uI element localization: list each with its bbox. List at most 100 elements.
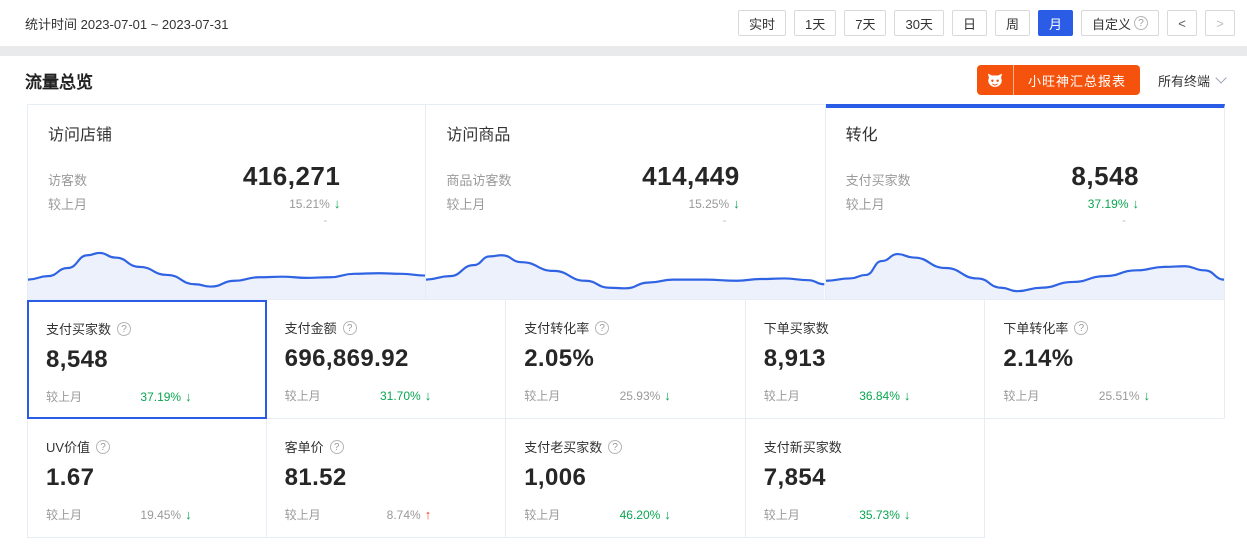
change-indicator: 25.93% ↓: [619, 388, 671, 403]
compare-sub-value: -: [1122, 213, 1126, 227]
card-visit-product[interactable]: 访问商品 商品访客数 414,449 较上月 15.25% ↓ -: [426, 104, 826, 300]
summary-report-button[interactable]: 小旺神汇总报表: [976, 65, 1140, 95]
custom-range-label: 自定义: [1091, 16, 1131, 32]
compare-label: 较上月: [763, 389, 800, 403]
change-indicator: 15.25% ↓: [688, 196, 740, 211]
terminal-selector-label: 所有终端: [1157, 73, 1210, 89]
change-indicator: 19.45% ↓: [140, 507, 192, 522]
sparkline-chart: [825, 252, 1224, 299]
empty-cell: [985, 419, 1225, 538]
tile-order-conversion-rate[interactable]: 下单转化率 ? 2.14% 较上月 25.51% ↓: [985, 300, 1225, 419]
compare-label: 较上月: [284, 389, 321, 403]
stat-time-range: 统计时间 2023-07-01 ~ 2023-07-31: [25, 16, 229, 32]
metric-value: 8,548: [1071, 161, 1139, 191]
tile-label: 下单买家数: [763, 321, 829, 336]
tile-pay-conversion-rate[interactable]: 支付转化率 ? 2.05% 较上月 25.93% ↓: [506, 300, 746, 419]
tile-label: 支付老买家数: [524, 440, 603, 455]
info-icon[interactable]: ?: [608, 439, 623, 454]
change-indicator: 37.19% ↓: [140, 389, 192, 404]
tile-value: 8,548: [46, 346, 109, 373]
change-indicator: 37.19% ↓: [1087, 196, 1139, 211]
tile-value: 7,854: [763, 464, 826, 491]
date-range-header: 统计时间 2023-07-01 ~ 2023-07-31 实时 1天 7天 30…: [0, 0, 1247, 46]
tile-label: 支付买家数: [46, 322, 112, 337]
tile-pay-buyers[interactable]: 支付买家数 ? 8,548 较上月 37.19% ↓: [27, 300, 267, 419]
tile-value: 8,913: [763, 345, 826, 372]
question-circle-icon: ?: [1134, 16, 1148, 30]
sparkline-chart: [28, 251, 426, 299]
metric-tiles-grid: 支付买家数 ? 8,548 较上月 37.19% ↓ 支付金额 ? 696,869…: [27, 300, 1225, 538]
tile-pay-new-buyers[interactable]: 支付新买家数 ? 7,854 较上月 35.73%↓: [745, 419, 986, 538]
tile-avg-order-value[interactable]: 客单价 ? 81.52 较上月 8.74% ↑: [266, 419, 507, 538]
tile-label: 下单转化率: [1003, 321, 1069, 336]
compare-label: 较上月: [1003, 389, 1040, 403]
compare-label: 较上月: [763, 508, 800, 522]
tile-pay-old-buyers[interactable]: 支付老买家数 ? 1,006 较上月 46.20% ↓: [506, 419, 746, 538]
tile-value: 81.52: [284, 464, 347, 491]
time-range-button-realtime[interactable]: 实时: [737, 10, 786, 36]
compare-sub-value: -: [323, 213, 328, 227]
info-icon[interactable]: ?: [96, 439, 111, 454]
compare-label: 较上月: [284, 508, 321, 522]
tile-order-buyers[interactable]: 下单买家数 ? 8,913 较上月 36.84%↓: [745, 300, 986, 419]
terminal-selector[interactable]: 所有终端: [1157, 71, 1227, 90]
tile-label: 客单价: [284, 440, 324, 455]
page-title: 流量总览: [25, 72, 93, 92]
card-visit-shop[interactable]: 访问店铺 访客数 416,271 较上月 15.21% ↓ -: [27, 104, 427, 300]
tile-uv-value[interactable]: UV价值 ? 1.67 较上月 19.45% ↓: [27, 419, 267, 538]
tile-label: 支付转化率: [524, 321, 590, 336]
compare-label: 较上月: [446, 197, 486, 212]
tile-value: 1.67: [46, 464, 95, 491]
compare-sub-value: -: [722, 213, 727, 227]
sparkline-chart: [426, 254, 825, 299]
change-indicator: 31.70% ↓: [379, 388, 432, 403]
info-icon[interactable]: ?: [342, 320, 357, 335]
compare-label: 较上月: [845, 197, 885, 212]
summary-report-label: 小旺神汇总报表: [1027, 73, 1126, 89]
chevron-down-icon: [1215, 72, 1227, 84]
compare-label: 较上月: [524, 389, 561, 403]
time-range-button-month[interactable]: 月: [1037, 10, 1073, 36]
change-indicator: 36.84% ↓: [859, 388, 911, 403]
metric-label: 商品访客数: [446, 173, 512, 188]
change-indicator: 46.20% ↓: [619, 507, 671, 522]
metric-label: 访客数: [48, 173, 88, 188]
time-range-button-day[interactable]: 日: [951, 10, 987, 36]
card-title: 转化: [845, 127, 878, 144]
compare-label: 较上月: [46, 508, 83, 522]
metric-value: 416,271: [242, 161, 341, 191]
card-title: 访问店铺: [48, 127, 113, 144]
info-icon[interactable]: ?: [117, 321, 132, 336]
tile-value: 696,869.92: [284, 345, 409, 372]
time-range-button-group: 实时 1天 7天 30天 日 周 月 自定义 ? < >: [737, 10, 1235, 36]
overview-cards: 访问店铺 访客数 416,271 较上月 15.21% ↓ - 访问商品 商品访客…: [27, 104, 1225, 300]
tile-label: 支付新买家数: [763, 440, 842, 455]
prev-period-button[interactable]: <: [1167, 10, 1197, 36]
metric-label: 支付买家数: [845, 173, 911, 188]
next-period-button[interactable]: >: [1205, 10, 1235, 36]
change-indicator: 15.21% ↓: [289, 196, 341, 211]
card-title: 访问商品: [446, 127, 511, 144]
compare-label: 较上月: [48, 197, 88, 212]
header-divider: [0, 46, 1247, 56]
info-icon[interactable]: ?: [329, 439, 344, 454]
time-range-button-week[interactable]: 周: [994, 10, 1030, 36]
time-range-button-custom[interactable]: 自定义 ?: [1080, 10, 1159, 36]
time-range-button-7day[interactable]: 7天: [844, 10, 887, 36]
tile-pay-amount[interactable]: 支付金额 ? 696,869.92 较上月 31.70% ↓: [266, 300, 507, 419]
tile-label: UV价值: [46, 440, 91, 455]
section-toolbar: 流量总览 小旺神汇总报表 所有终端: [0, 56, 1247, 104]
card-conversion[interactable]: 转化 支付买家数 8,548 较上月 37.19% ↓ -: [825, 104, 1225, 300]
time-range-button-1day[interactable]: 1天: [794, 10, 837, 36]
compare-label: 较上月: [524, 508, 561, 522]
tile-value: 2.05%: [524, 345, 595, 372]
metric-value: 414,449: [642, 161, 740, 191]
change-indicator: 35.73% ↓: [859, 507, 911, 522]
change-indicator: 25.51% ↓: [1098, 388, 1150, 403]
compare-label: 较上月: [46, 390, 83, 404]
change-indicator: 8.74% ↑: [386, 507, 432, 522]
time-range-button-30day[interactable]: 30天: [894, 10, 944, 36]
info-icon[interactable]: ?: [595, 320, 610, 335]
tile-value: 2.14%: [1003, 345, 1074, 372]
info-icon[interactable]: ?: [1074, 320, 1089, 335]
